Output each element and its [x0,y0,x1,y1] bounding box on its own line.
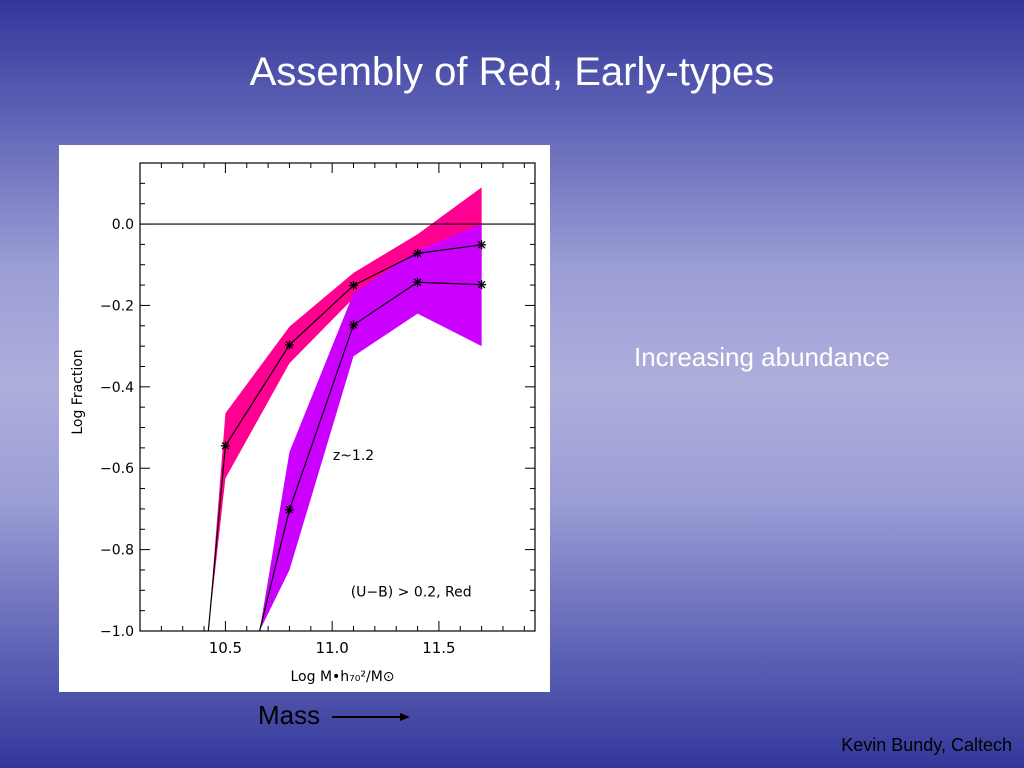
data-point [349,320,359,330]
data-point-stroke [285,505,294,514]
credit-text: Kevin Bundy, Caltech [841,735,1012,755]
data-point [284,505,294,515]
data-point-stroke [477,280,486,289]
data-point-stroke [349,321,358,329]
series-line-0 [207,244,482,631]
data-lines [207,240,487,631]
error-band-0 [208,187,482,631]
data-point-stroke [349,281,358,290]
axis-labels: 10.5 11.0 11.5 0.0 −0.2 −0.4 −0.6 −0.8 −1.0 Log M… [70,217,472,685]
data-point [413,277,423,287]
error-bands [208,187,482,631]
y-tick-label: −0.4 [100,380,134,396]
error-band-1 [259,224,482,631]
data-point-stroke [413,278,422,287]
data-point [284,340,294,350]
data-point [349,280,359,290]
chart-panel: 10.5 11.0 11.5 0.0 −0.2 −0.4 −0.6 −0.8 −1.0 Log M… [59,145,550,692]
y-tick-label: −0.8 [100,543,134,559]
slide-title: Assembly of Red, Early-types [249,50,775,94]
x-axis-label: Log M•h₇₀²/M⊙ [290,669,394,685]
data-point [220,441,230,451]
data-point [477,240,487,250]
plot-frame [139,162,536,632]
increasing-abundance-label: Increasing abundance [634,342,890,372]
data-point [477,280,487,290]
chart-svg: 10.5 11.0 11.5 0.0 −0.2 −0.4 −0.6 −0.8 −1.0 Log M… [70,162,536,685]
y-tick-label: 0.0 [112,217,134,233]
y-tick-label: −0.2 [100,298,134,314]
y-axis-label: Log Fraction [70,349,86,434]
y-tick-label: −0.6 [100,461,134,477]
mass-label: Mass [258,700,321,730]
y-tick-label: −1.0 [100,624,134,640]
data-point-stroke [221,442,230,450]
x-tick-label: 11.0 [315,639,348,657]
mass-arrow-icon [332,713,410,721]
redshift-annotation: z~1.2 [333,448,374,464]
x-tick-label: 10.5 [209,639,242,657]
x-tick-label: 11.5 [422,639,455,657]
data-point-stroke [285,341,294,349]
data-point [413,248,423,258]
color-cut-annotation: (U−B) > 0.2, Red [351,584,472,600]
data-point-stroke [477,240,486,249]
data-point-stroke [413,249,422,258]
axes [139,162,536,632]
